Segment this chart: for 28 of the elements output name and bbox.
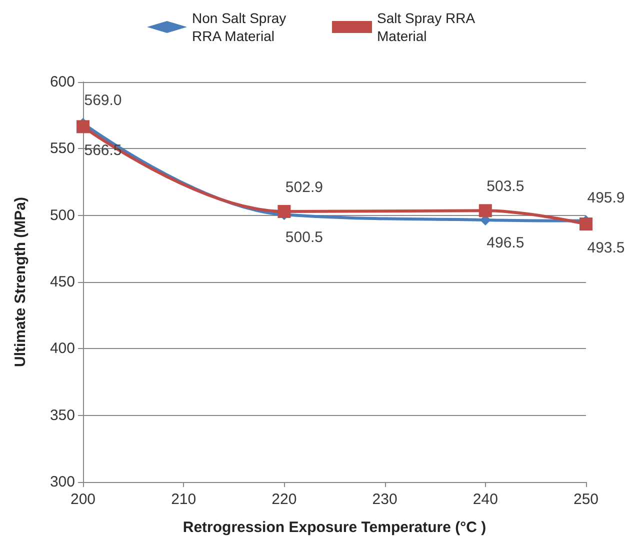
x-tick-label: 200	[70, 491, 96, 508]
y-tick-label: 450	[50, 274, 75, 290]
y-tick-label: 600	[50, 74, 75, 90]
data-label: 502.9	[285, 178, 323, 196]
y-axis-title: Ultimate Strength (MPa)	[12, 196, 29, 368]
x-tick-label: 250	[573, 491, 599, 508]
data-label: 503.5	[486, 178, 524, 196]
legend-label: Salt Spray RRA Material	[377, 10, 478, 44]
x-axis-title: Retrogression Exposure Temperature (°C )	[182, 519, 486, 536]
y-tick-label: 500	[50, 206, 75, 224]
data-label: 495.9	[587, 189, 625, 206]
data-label: 496.5	[486, 234, 524, 252]
x-tick-label: 240	[472, 491, 498, 508]
x-tick-label: 210	[171, 491, 196, 508]
point	[580, 218, 592, 230]
legend-label: Non Salt Spray RRA Material	[192, 10, 290, 44]
data-label: 493.5	[587, 240, 625, 256]
point	[478, 204, 492, 218]
x-tick-label: 230	[372, 491, 398, 508]
y-tick-label: 550	[50, 140, 75, 158]
y-tick-label: 300	[50, 474, 75, 490]
y-tick-label: 400	[50, 340, 75, 358]
point	[278, 204, 291, 218]
data-label: 500.5	[285, 229, 323, 246]
y-tick-label: 350	[50, 406, 75, 424]
data-label: 569.0	[84, 92, 122, 109]
x-tick-label: 220	[272, 491, 297, 508]
point	[76, 120, 90, 134]
